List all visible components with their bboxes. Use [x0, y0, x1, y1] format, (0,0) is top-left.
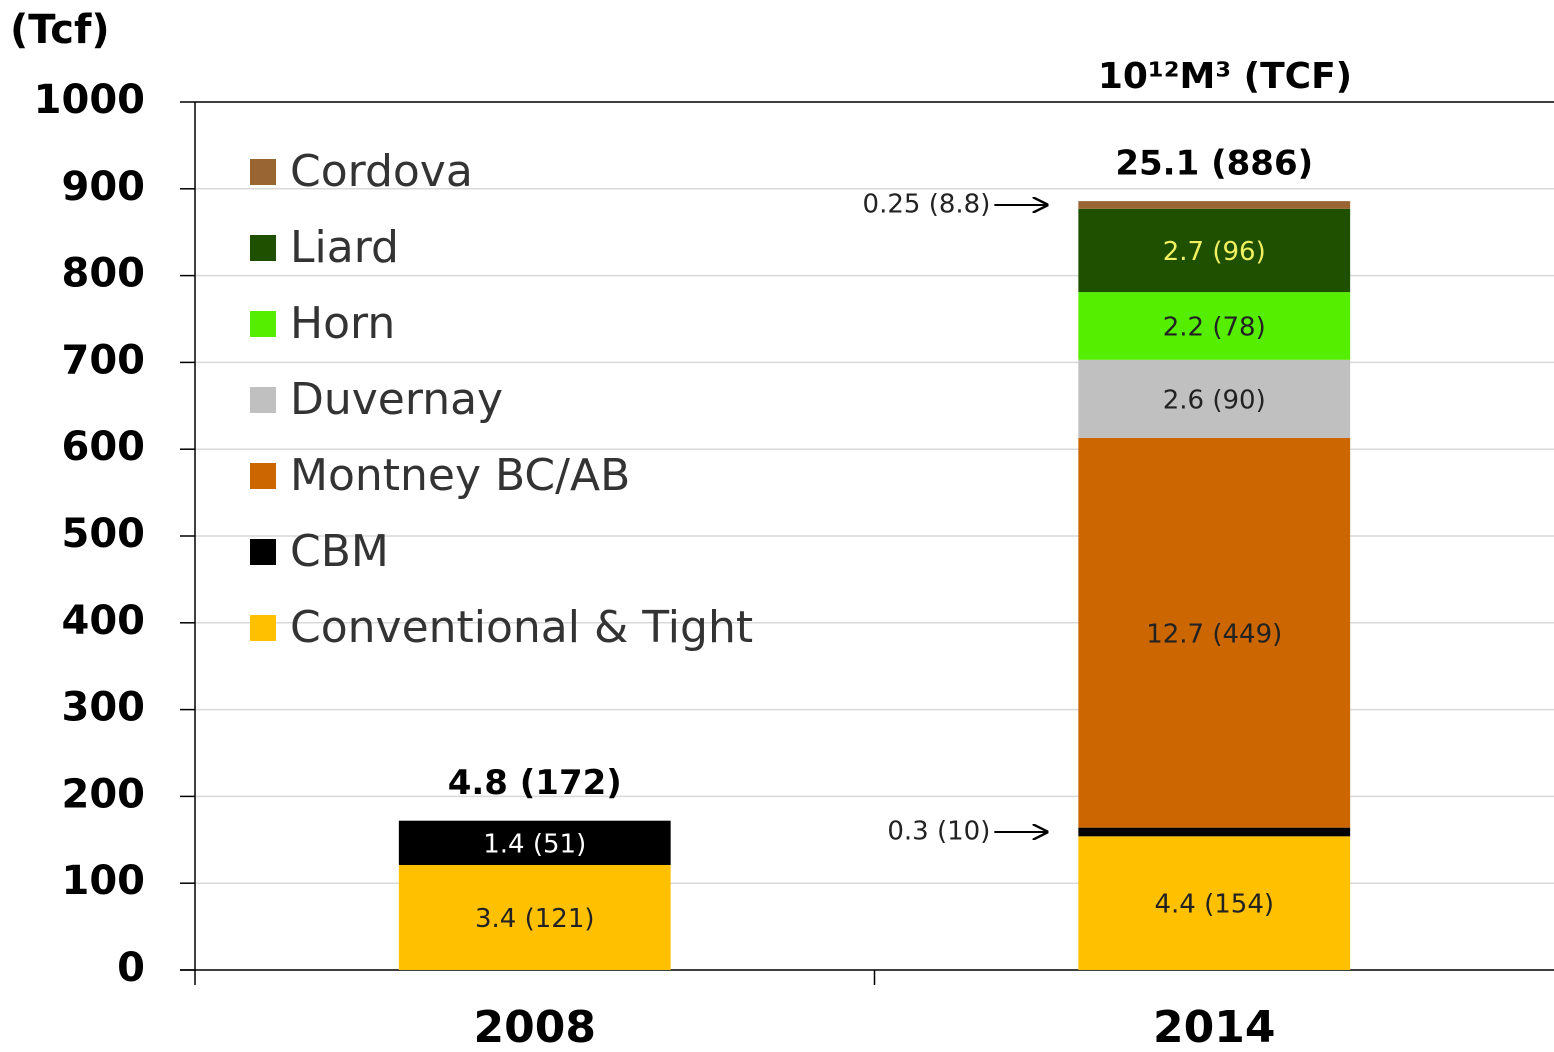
bar-segment — [1078, 208, 1351, 293]
x-tick-label: 2014 — [1153, 1002, 1275, 1052]
bar-segment — [398, 864, 671, 970]
value-label: 1.4 (51) — [483, 829, 586, 859]
value-label: 2.6 (90) — [1163, 385, 1266, 415]
y-tick-label: 900 — [62, 164, 146, 210]
legend-swatch — [250, 235, 276, 261]
total-label: 25.1 (886) — [1115, 144, 1313, 184]
value-label: 4.4 (154) — [1154, 890, 1274, 920]
y-tick-label: 1000 — [34, 77, 145, 123]
legend-label: Cordova — [290, 146, 473, 197]
value-label: 0.25 (8.8) — [863, 189, 991, 219]
legend-label: Montney BC/AB — [290, 450, 630, 501]
y-tick-label: 700 — [62, 337, 146, 383]
y-tick-label: 500 — [62, 511, 146, 557]
y-tick-label: 800 — [62, 251, 146, 297]
value-label: 2.7 (96) — [1163, 237, 1266, 267]
legend-label: Duvernay — [290, 374, 503, 425]
bar-segment — [398, 820, 671, 865]
y-tick-label: 0 — [117, 945, 145, 991]
legend-swatch — [250, 311, 276, 337]
legend-label: Horn — [290, 298, 395, 349]
legend-label: Liard — [290, 222, 399, 273]
legend-label: Conventional & Tight — [290, 602, 753, 653]
legend-swatch — [250, 387, 276, 413]
y-tick-label: 100 — [62, 858, 146, 904]
total-label: 4.8 (172) — [448, 763, 622, 803]
legend-swatch — [250, 463, 276, 489]
legend-swatch — [250, 539, 276, 565]
header: 10¹²M³ (TCF) — [1098, 56, 1352, 97]
bar-segment — [1078, 292, 1351, 360]
y-tick-label: 300 — [62, 685, 146, 731]
bar-segment — [1078, 359, 1351, 438]
bar-segment — [1078, 827, 1351, 837]
value-label: 2.2 (78) — [1163, 312, 1266, 342]
value-label: 3.4 (121) — [475, 904, 595, 934]
x-tick-label: 2008 — [474, 1002, 596, 1052]
value-label: 0.3 (10) — [887, 816, 990, 846]
bar-segment — [1078, 437, 1351, 828]
legend-label: CBM — [290, 526, 389, 577]
legend-swatch — [250, 159, 276, 185]
y-tick-label: 400 — [62, 598, 146, 644]
bar-segment — [1078, 836, 1351, 970]
y-tick-label: 200 — [62, 771, 146, 817]
value-label: 12.7 (449) — [1146, 619, 1282, 649]
y-tick-label: 600 — [62, 424, 146, 470]
y-unit: (Tcf) — [10, 7, 110, 53]
legend-swatch — [250, 615, 276, 641]
bar-segment — [1078, 201, 1351, 209]
